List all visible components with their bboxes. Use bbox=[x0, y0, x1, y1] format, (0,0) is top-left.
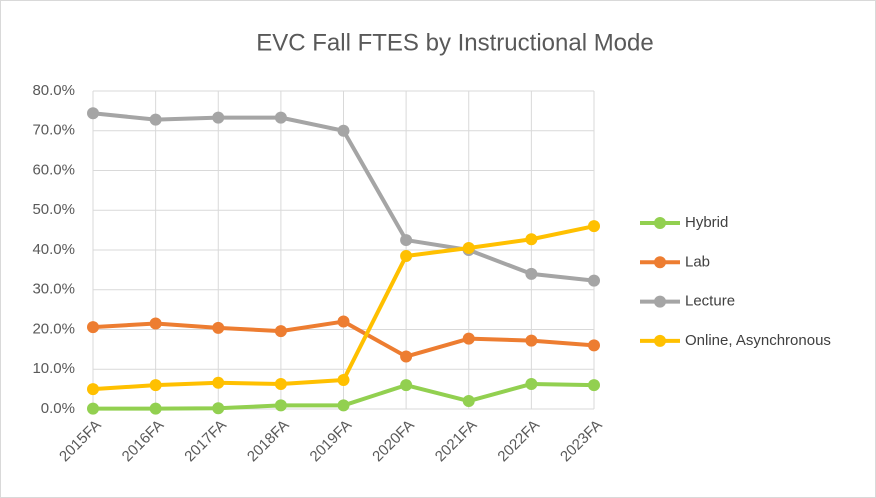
data-point bbox=[525, 233, 538, 246]
data-point bbox=[588, 379, 600, 392]
legend-label: Online, Asynchronous bbox=[685, 332, 831, 349]
data-point bbox=[149, 379, 162, 392]
data-point bbox=[149, 402, 162, 415]
data-point bbox=[400, 350, 413, 363]
legend-item: Online, Asynchronous bbox=[640, 332, 831, 349]
y-tick-label: 50.0% bbox=[32, 201, 75, 218]
y-tick-label: 60.0% bbox=[32, 161, 75, 178]
data-point bbox=[149, 317, 162, 330]
y-tick-label: 20.0% bbox=[32, 320, 75, 337]
data-point bbox=[87, 107, 99, 120]
data-point bbox=[588, 274, 600, 287]
legend-item: Lecture bbox=[640, 293, 735, 310]
data-point bbox=[588, 220, 600, 233]
data-point bbox=[400, 379, 413, 392]
data-point bbox=[337, 124, 350, 137]
data-point bbox=[588, 339, 600, 352]
data-point bbox=[274, 377, 287, 390]
data-point bbox=[274, 399, 287, 412]
data-point bbox=[87, 383, 99, 396]
data-point bbox=[462, 332, 475, 345]
data-point bbox=[212, 321, 225, 334]
y-tick-label: 10.0% bbox=[32, 360, 75, 377]
data-point bbox=[525, 377, 538, 390]
data-point bbox=[274, 325, 287, 338]
data-point bbox=[462, 242, 475, 255]
data-point bbox=[149, 113, 162, 126]
legend-item: Hybrid bbox=[640, 214, 728, 231]
data-point bbox=[337, 373, 350, 386]
legend-label: Lecture bbox=[685, 293, 735, 310]
y-tick-label: 30.0% bbox=[32, 281, 75, 298]
data-point bbox=[400, 249, 413, 262]
legend-marker bbox=[654, 334, 666, 347]
y-tick-label: 40.0% bbox=[32, 241, 75, 258]
legend-marker bbox=[654, 217, 666, 229]
data-point bbox=[212, 376, 225, 389]
data-point bbox=[337, 315, 350, 328]
data-point bbox=[337, 399, 350, 412]
data-point bbox=[87, 321, 99, 334]
data-point bbox=[87, 402, 99, 415]
legend-item: Lab bbox=[640, 253, 710, 270]
legend-label: Hybrid bbox=[685, 214, 728, 231]
legend-marker bbox=[654, 295, 666, 308]
data-point bbox=[274, 111, 287, 124]
data-point bbox=[400, 234, 413, 247]
y-tick-label: 0.0% bbox=[41, 400, 75, 417]
data-point bbox=[212, 402, 225, 415]
y-tick-label: 80.0% bbox=[32, 82, 75, 99]
data-point bbox=[462, 395, 475, 408]
y-tick-label: 70.0% bbox=[32, 122, 75, 139]
legend-marker bbox=[654, 256, 666, 269]
legend-label: Lab bbox=[685, 253, 710, 270]
chart-title: EVC Fall FTES by Instructional Mode bbox=[256, 29, 653, 56]
data-point bbox=[525, 267, 538, 280]
data-point bbox=[525, 334, 538, 347]
data-point bbox=[212, 111, 225, 124]
